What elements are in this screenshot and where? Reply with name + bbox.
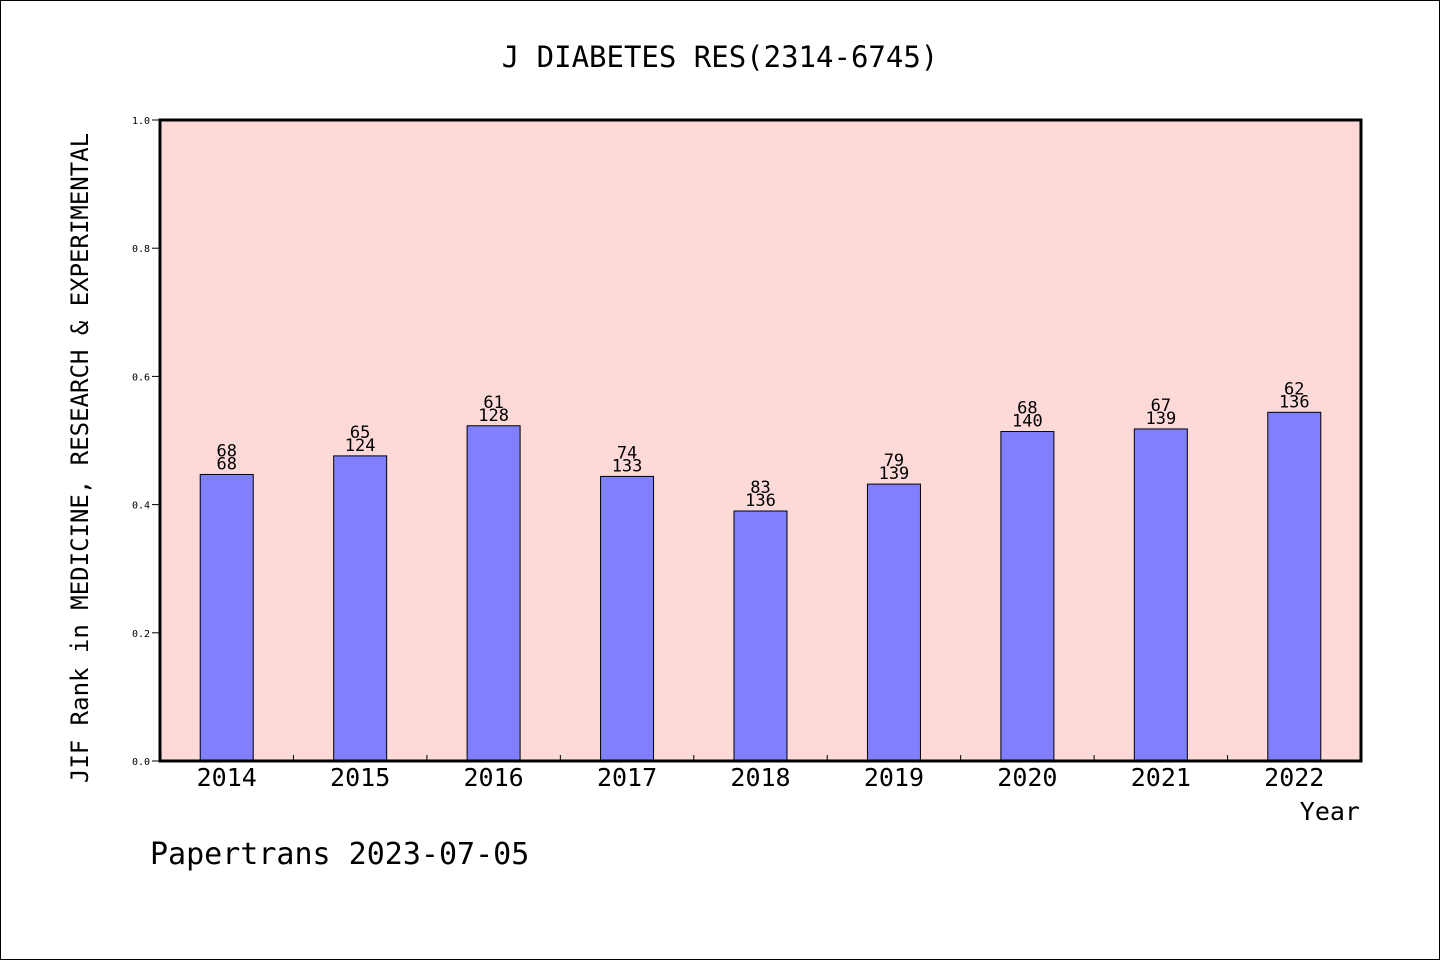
y-tick-label: 0.2 bbox=[132, 629, 150, 640]
bar-2019 bbox=[866, 483, 921, 762]
plot-border bbox=[158, 118, 1363, 763]
data-label-bottom-2018: 136 bbox=[745, 491, 776, 511]
y-tick-label: 0.4 bbox=[132, 501, 150, 512]
data-labels-group: 6868651246112874133831367913968140671396… bbox=[216, 379, 1309, 511]
bar-2020 bbox=[1000, 431, 1055, 762]
data-label-top-2015: 65 bbox=[350, 423, 370, 443]
x-tick-label-2020: 2020 bbox=[997, 763, 1057, 792]
data-label-top-2021: 67 bbox=[1151, 396, 1171, 416]
x-tick-label-2015: 2015 bbox=[330, 763, 390, 792]
data-label-bottom-2014: 68 bbox=[216, 454, 236, 474]
data-label-top-2020: 68 bbox=[1017, 399, 1037, 419]
bar-2018 bbox=[733, 510, 788, 762]
x-tick-label-2019: 2019 bbox=[864, 763, 924, 792]
data-label-bottom-2021: 139 bbox=[1145, 409, 1176, 429]
y-axis: 0.0 0.2 0.4 0.6 0.8 1.0 bbox=[132, 116, 160, 768]
data-label-top-2018: 83 bbox=[750, 478, 770, 498]
x-tick-label-2021: 2021 bbox=[1131, 763, 1191, 792]
data-label-bottom-2020: 140 bbox=[1012, 412, 1043, 432]
x-axis: 2014 2015 2016 2017 2018 2019 2020 2021 2022 bbox=[197, 755, 1324, 792]
chart-title: J DIABETES RES(2314-6745) bbox=[502, 40, 939, 74]
bars-group bbox=[199, 411, 1322, 762]
bar-2022 bbox=[1267, 411, 1322, 762]
x-tick-label-2018: 2018 bbox=[730, 763, 790, 792]
data-label-top-2014: 68 bbox=[216, 441, 236, 461]
data-label-bottom-2016: 128 bbox=[478, 406, 509, 426]
data-label-top-2019: 79 bbox=[884, 451, 904, 471]
bar-2014 bbox=[199, 473, 254, 762]
data-label-top-2017: 74 bbox=[617, 443, 637, 463]
data-label-bottom-2015: 124 bbox=[345, 436, 376, 456]
y-tick-label: 1.0 bbox=[132, 116, 150, 127]
data-label-bottom-2017: 133 bbox=[612, 456, 643, 476]
x-tick-label-2014: 2014 bbox=[197, 763, 257, 792]
data-label-top-2016: 61 bbox=[483, 393, 503, 413]
data-label-top-2022: 62 bbox=[1284, 379, 1304, 399]
y-tick-label: 0.8 bbox=[132, 244, 150, 255]
bar-2021 bbox=[1133, 428, 1188, 762]
bar-2015 bbox=[333, 455, 388, 762]
data-label-bottom-2019: 139 bbox=[879, 464, 910, 484]
x-tick-label-2016: 2016 bbox=[464, 763, 524, 792]
data-label-bottom-2022: 136 bbox=[1279, 392, 1310, 412]
x-axis-label: Year bbox=[1300, 797, 1360, 826]
y-axis-label: JIF Rank in MEDICINE, RESEARCH & EXPERIM… bbox=[66, 133, 94, 783]
y-tick-label: 0.0 bbox=[132, 757, 150, 768]
y-tick-label: 0.6 bbox=[132, 372, 150, 383]
x-tick-label-2017: 2017 bbox=[597, 763, 657, 792]
footer-watermark: Papertrans 2023-07-05 bbox=[150, 837, 529, 872]
bar-2017 bbox=[600, 475, 655, 762]
x-tick-label-2022: 2022 bbox=[1264, 763, 1324, 792]
bar-2016 bbox=[466, 425, 521, 762]
